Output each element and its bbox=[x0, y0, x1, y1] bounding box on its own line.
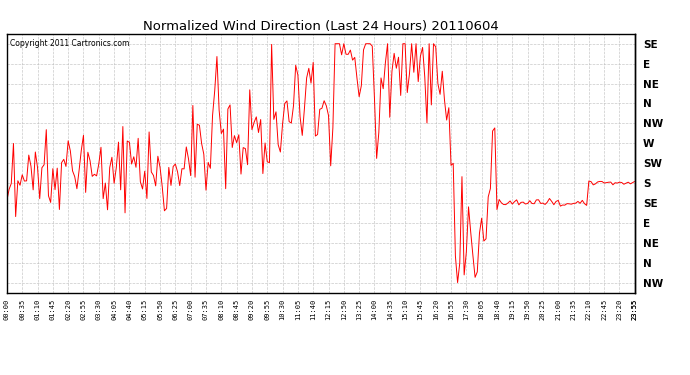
Title: Normalized Wind Direction (Last 24 Hours) 20110604: Normalized Wind Direction (Last 24 Hours… bbox=[143, 20, 499, 33]
Text: Copyright 2011 Cartronics.com: Copyright 2011 Cartronics.com bbox=[10, 39, 130, 48]
